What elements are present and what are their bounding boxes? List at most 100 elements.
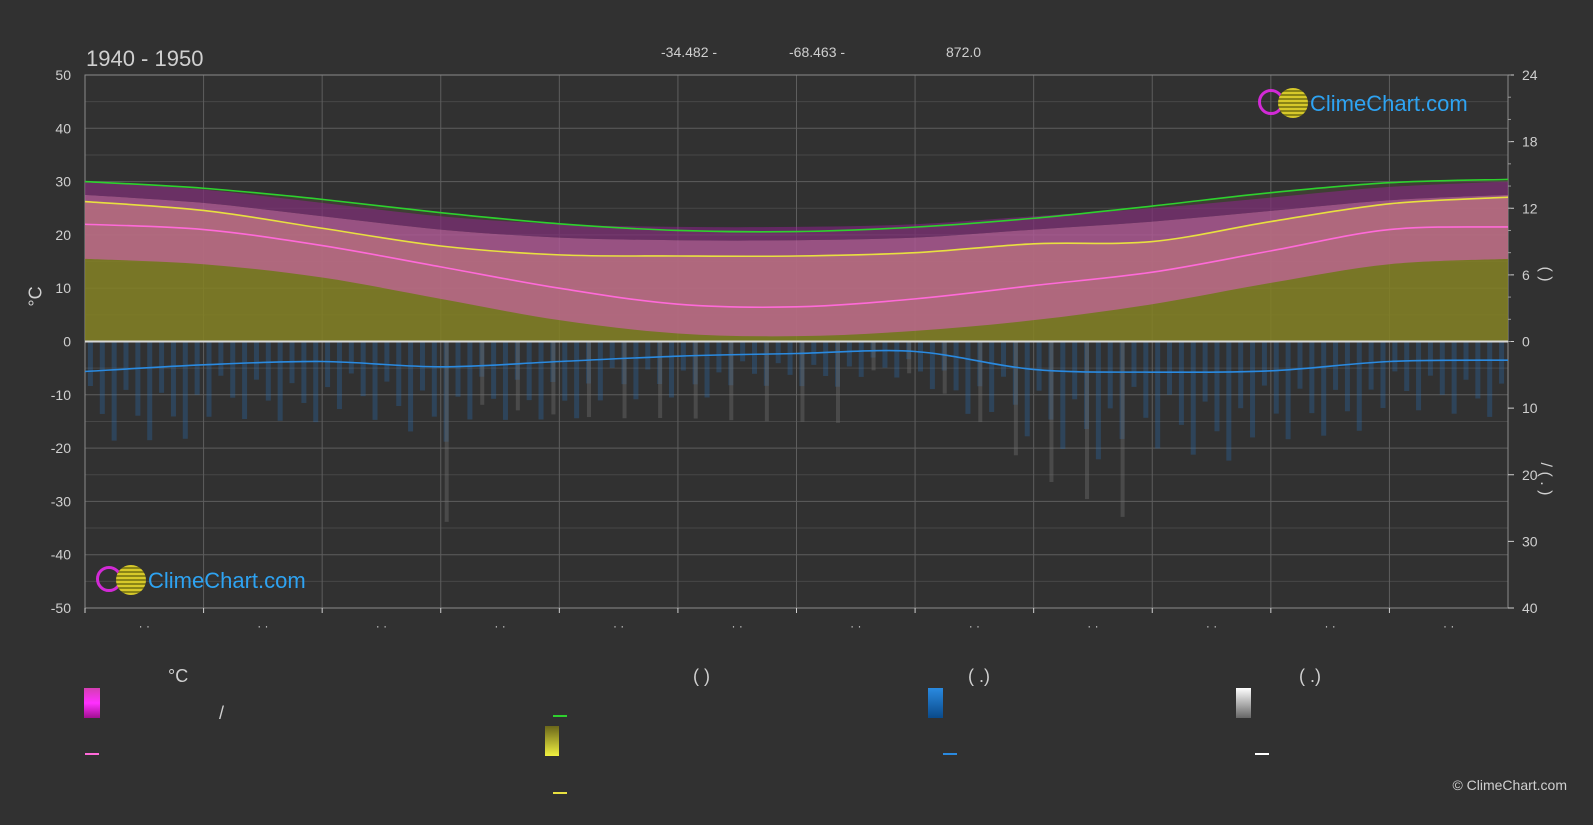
rain-bar bbox=[621, 341, 627, 385]
rain-bar bbox=[562, 341, 568, 401]
month-tick-label: · · bbox=[969, 619, 980, 633]
rain-bar bbox=[918, 341, 924, 372]
rain-bar bbox=[408, 341, 414, 432]
snow-bar bbox=[729, 341, 734, 421]
right-tick-label-hours: 6 bbox=[1522, 267, 1530, 283]
legend-swatch-rain bbox=[928, 688, 943, 718]
snow-bar bbox=[1085, 341, 1090, 500]
rain-bar bbox=[111, 341, 117, 441]
month-tick-label: · · bbox=[257, 619, 268, 633]
rain-bar bbox=[858, 341, 864, 377]
rain-bar bbox=[1439, 341, 1445, 395]
rain-bar bbox=[799, 341, 805, 387]
snow-bar bbox=[836, 341, 841, 423]
rain-bar bbox=[609, 341, 615, 368]
rain-bar bbox=[574, 341, 580, 419]
rain-bar bbox=[668, 341, 674, 398]
rain-bar bbox=[977, 341, 983, 387]
rain-bar bbox=[1238, 341, 1244, 409]
logo-text: ClimeChart.com bbox=[1310, 91, 1468, 116]
rain-bar bbox=[894, 341, 900, 378]
legend-line-rain bbox=[943, 753, 957, 755]
legend-swatch-snow bbox=[1236, 688, 1251, 718]
snow-bar bbox=[907, 341, 912, 374]
rain-bar bbox=[147, 341, 153, 441]
rain-bar bbox=[455, 341, 461, 397]
left-tick-label: -20 bbox=[51, 440, 71, 456]
rain-bar bbox=[633, 341, 639, 400]
series-lines bbox=[84, 178, 1509, 374]
legend-swatch-temp-range bbox=[84, 688, 100, 718]
rain-bar bbox=[1380, 341, 1386, 408]
rain-bar bbox=[1451, 341, 1457, 414]
rain-bar bbox=[1178, 341, 1184, 425]
rain-bar bbox=[657, 341, 663, 385]
rain-bar bbox=[1155, 341, 1161, 449]
rain-bar bbox=[787, 341, 793, 375]
rain-bar bbox=[1226, 341, 1232, 461]
rain-bar bbox=[716, 341, 722, 373]
rain-bar bbox=[242, 341, 248, 420]
temperature-mean-line bbox=[84, 223, 1509, 309]
rain-bar bbox=[1001, 341, 1007, 377]
rain-bar bbox=[585, 341, 591, 384]
rain-bar bbox=[1285, 341, 1291, 440]
coord-lat: -34.482 - bbox=[661, 44, 718, 60]
legend-line-sunshine bbox=[553, 792, 567, 794]
rain-bar bbox=[835, 341, 841, 387]
rain-bar bbox=[1072, 341, 1078, 400]
rain-bar bbox=[218, 341, 224, 376]
rain-bars bbox=[87, 341, 1505, 522]
rain-bar bbox=[230, 341, 236, 398]
rain-bar bbox=[1036, 341, 1042, 391]
rain-bar bbox=[1404, 341, 1410, 391]
rain-bar bbox=[1084, 341, 1090, 430]
coord-elevation: 872.0 bbox=[946, 44, 982, 60]
legend-line-snow bbox=[1255, 753, 1269, 755]
rain-bar bbox=[384, 341, 390, 382]
rain-bar bbox=[1048, 341, 1054, 420]
month-tick-label: · · bbox=[376, 619, 387, 633]
rain-bar bbox=[763, 341, 769, 386]
rain-bar bbox=[526, 341, 532, 401]
rain-bar bbox=[1214, 341, 1220, 432]
rain-bar bbox=[467, 341, 473, 420]
rain-bar bbox=[443, 341, 449, 442]
month-tick-label: · · bbox=[1324, 619, 1335, 633]
rain-bar bbox=[325, 341, 331, 388]
rain-bar bbox=[965, 341, 971, 414]
snow-bar bbox=[1120, 341, 1125, 517]
left-tick-label: 0 bbox=[63, 334, 71, 350]
rain-bar bbox=[597, 341, 603, 401]
rain-bar bbox=[645, 341, 651, 370]
rain-bar bbox=[1131, 341, 1137, 387]
snow-bar bbox=[444, 341, 449, 522]
right-tick-label-hours: 0 bbox=[1522, 334, 1530, 350]
rain-bar bbox=[253, 341, 259, 380]
rain-bar bbox=[1297, 341, 1303, 389]
rain-bar bbox=[906, 341, 912, 360]
legend-title-daylight: ( ) bbox=[693, 666, 710, 686]
rain-bar bbox=[823, 341, 829, 376]
coord-lon: -68.463 - bbox=[789, 44, 846, 60]
month-tick-label: · · bbox=[1087, 619, 1098, 633]
rain-bar bbox=[87, 341, 93, 386]
right-tick-label-mm: 40 bbox=[1522, 600, 1538, 616]
legend-line-daylight bbox=[553, 715, 567, 717]
tick-labels: 50 40 30 20 10 0 -10 -20 -30 -40 -50 24 18 12 6 0 10 20 30… bbox=[51, 67, 1538, 633]
rain-bar bbox=[1012, 341, 1018, 405]
rain-bar bbox=[479, 341, 485, 377]
rain-bar bbox=[313, 341, 319, 423]
sunshine-line bbox=[84, 196, 1509, 258]
rain-bar bbox=[1190, 341, 1196, 455]
rain-bar bbox=[1143, 341, 1149, 418]
rain-bar bbox=[846, 341, 852, 367]
rain-bar bbox=[751, 341, 757, 374]
logo-top-right: ClimeChart.com bbox=[1258, 88, 1468, 120]
left-axis-label: °C bbox=[25, 286, 46, 307]
rain-bar bbox=[1499, 341, 1505, 384]
period-title: 1940 - 1950 bbox=[86, 46, 204, 71]
rain-bar bbox=[372, 341, 378, 420]
rain-bar bbox=[1368, 341, 1374, 390]
rain-bar bbox=[941, 341, 947, 371]
